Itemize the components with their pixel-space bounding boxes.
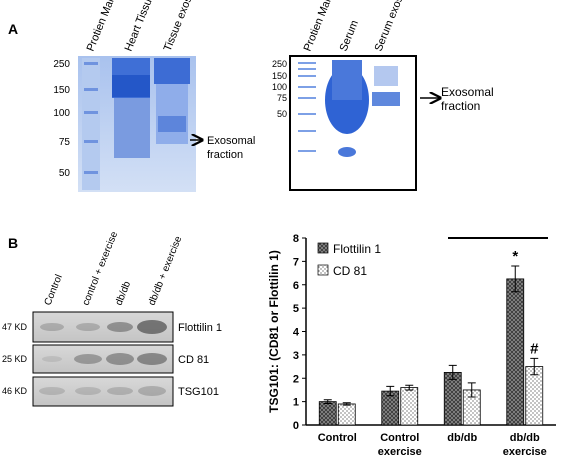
- error-bar: [386, 385, 395, 397]
- legend-label: Flottilin 1: [333, 242, 381, 256]
- western-blot: [32, 311, 174, 407]
- x-tick-label: db/db: [447, 432, 478, 444]
- lane-label: control + exercise: [81, 230, 121, 307]
- marker-label: 50: [277, 109, 287, 119]
- panel-label: A: [8, 21, 18, 37]
- marker-label: 150: [53, 85, 70, 96]
- y-tick-label: 2: [293, 373, 299, 385]
- serum-gel: [289, 55, 440, 191]
- bar: [337, 403, 356, 426]
- error-bar: [530, 357, 539, 376]
- error-bar: [467, 382, 476, 398]
- y-tick-label: 7: [293, 256, 299, 268]
- legend-swatch: [317, 242, 329, 254]
- lane-label: db/db + exercise: [147, 234, 185, 307]
- lane-label: Serum: [338, 19, 361, 54]
- marker-label: 75: [59, 137, 71, 148]
- marker-label: 150: [272, 71, 287, 81]
- protein-label: Flottilin 1: [178, 322, 222, 334]
- annotation: Exosomal fraction: [207, 135, 256, 161]
- panel-label: B: [8, 235, 18, 251]
- annotation: Exosomal fraction: [441, 85, 494, 113]
- x-tick-label: db/db exercise: [502, 432, 547, 458]
- legend-swatch: [317, 264, 329, 276]
- y-tick-label: 0: [293, 420, 299, 432]
- marker-label: 100: [272, 82, 287, 92]
- error-bar: [511, 265, 520, 293]
- y-tick-label: 1: [293, 397, 299, 409]
- y-tick-label: 4: [293, 327, 300, 339]
- marker-label: 250: [272, 59, 287, 69]
- y-tick-label: 5: [293, 303, 299, 315]
- error-bar: [448, 364, 457, 380]
- x-tick-label: Control exercise: [377, 432, 422, 458]
- x-tick-label: Control: [317, 432, 357, 444]
- lane-label: db/db: [114, 279, 134, 307]
- legend-label: CD 81: [333, 264, 367, 278]
- error-bar: [405, 384, 414, 391]
- bar: [400, 387, 419, 426]
- bar: [506, 278, 525, 426]
- bar: [525, 366, 544, 426]
- size-label: 47 KD: [2, 322, 28, 332]
- tissue-gel: [78, 56, 202, 192]
- marker-label: 75: [277, 93, 287, 103]
- protein-label: TSG101: [178, 386, 219, 398]
- lane-label: Protien Marker: [85, 0, 123, 53]
- y-tick-label: 6: [293, 280, 299, 292]
- y-tick-label: 8: [293, 233, 299, 245]
- lane-label: Serum exosome: [373, 0, 414, 53]
- error-bar: [342, 402, 351, 406]
- y-tick-label: 3: [293, 350, 299, 362]
- protein-label: CD 81: [178, 354, 209, 366]
- lane-label: Tissue exosome: [162, 0, 203, 53]
- lane-label: Control: [43, 273, 65, 307]
- marker-label: 250: [53, 59, 70, 70]
- marker-label: 100: [53, 108, 70, 119]
- lane-label: Heart Tissue: [123, 0, 157, 53]
- bar: [318, 401, 337, 426]
- annotation: #: [530, 340, 539, 357]
- y-axis-label: TSG101: (CD81 or Flottilin 1): [267, 250, 281, 413]
- lane-label: Protien Marker: [302, 0, 340, 53]
- marker-label: 50: [59, 168, 71, 179]
- bar: [443, 372, 462, 426]
- size-label: 25 KD: [2, 354, 28, 364]
- size-label: 46 KD: [2, 386, 28, 396]
- annotation: *: [512, 248, 518, 265]
- error-bar: [323, 399, 332, 404]
